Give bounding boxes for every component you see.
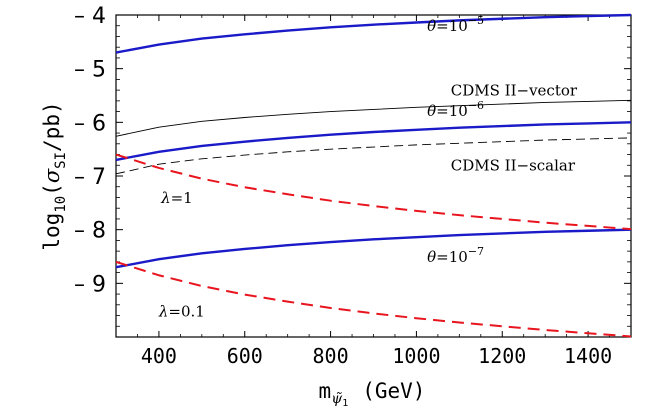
annotation-theta5: θ=10−5 [427,14,484,35]
x-tick-label: 1200 [478,344,526,368]
y-tick-label: – 4 [74,4,106,29]
annotation-theta7: θ=10−7 [427,245,484,266]
y-tick-label: – 8 [74,219,106,244]
y-tick-label: – 9 [74,272,106,297]
y-label-sigma: σ [40,168,64,183]
x-tick-label: 400 [141,344,177,368]
annotation-exponent: −7 [468,245,484,258]
annotation-lambda1: λ=1 [160,189,193,207]
y-label-rest: /pb) [40,101,64,152]
annotation-symbol: λ [158,303,169,321]
series-line [115,228,632,269]
series-group [115,13,632,338]
annotation-scalar: CDMS II−scalar [451,157,576,175]
y-label-sub: 10 [53,196,69,213]
annotation-value: =10 [436,102,468,120]
annotation-lambda01: λ=0.1 [158,303,205,321]
x-label-subsub: 1 [342,398,348,409]
series-line [115,13,632,54]
annotation-symbol: θ [427,17,436,35]
x-tick-label: 600 [227,344,263,368]
y-label-sigma-sub: SI [53,152,69,169]
annotation-value: =0.1 [168,303,204,321]
annotation-symbol: λ [160,189,171,207]
annotation-exponent: −6 [468,99,484,112]
x-label-m: m [319,379,332,403]
y-label-open: ( [40,183,64,196]
y-tick-label: – 6 [74,111,106,136]
series-line [115,137,632,175]
x-axis-label: mψ̃1 (GeV) [319,379,426,409]
x-tick-label: 1000 [392,344,440,368]
x-tick-label: 1400 [564,344,612,368]
series-line [115,260,632,338]
series-line [115,99,632,137]
x-tick-label: 800 [313,344,349,368]
annotation-symbol: θ [427,248,436,266]
annotation-value: =10 [436,248,468,266]
annotation-theta6: θ=10−6 [427,99,484,120]
y-tick-label: – 7 [74,165,106,190]
annotation-symbol: θ [427,102,436,120]
y-axis-label: log10(σSI/pb) [40,101,69,250]
y-label-prefix: log [40,213,64,251]
x-label-unit: (GeV) [362,379,425,403]
annotation-exponent: −5 [468,14,484,27]
series-line [115,121,632,162]
y-tick-label: – 5 [74,58,106,83]
annotation-value: =10 [436,17,468,35]
annotation-value: =1 [171,189,193,207]
annotation-vector: CDMS II−vector [451,82,578,100]
ticks: 400 600 800 1000 1200 1400 – 4 – 5 – 6 – 7 – 8 – 9 [74,4,631,368]
x-label-sub: ψ̃ [331,391,343,407]
